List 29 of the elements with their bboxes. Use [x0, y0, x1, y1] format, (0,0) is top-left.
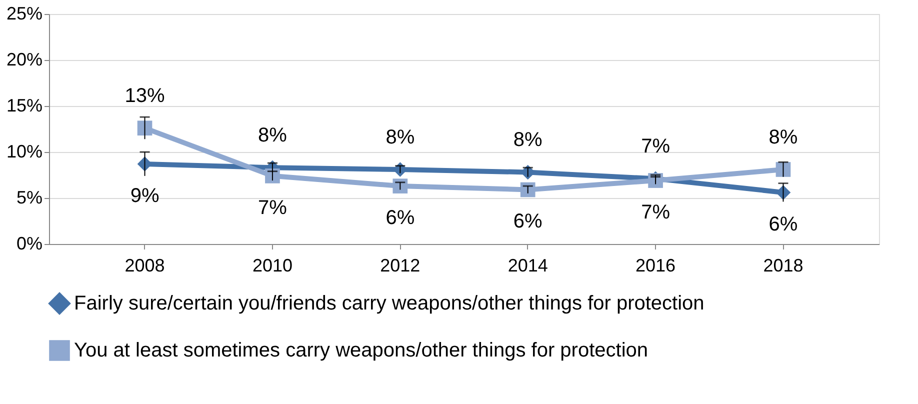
y-tick-label: 20%	[6, 50, 42, 70]
y-tick-label: 5%	[16, 188, 42, 208]
point	[137, 120, 152, 136]
point	[520, 182, 536, 198]
data-label: 8%	[513, 129, 543, 152]
x-tick-label: 2016	[636, 256, 676, 276]
x-tick-label: 2012	[380, 256, 420, 276]
x-tick-label: 2018	[763, 256, 804, 276]
data-label: 6%	[386, 207, 415, 230]
x-tick-label: 2010	[252, 256, 292, 276]
legend-label: Fairly sure/certain you/friends carry weapons/other things for protection	[74, 292, 704, 314]
point	[392, 178, 408, 194]
data-label: 6%	[768, 213, 798, 236]
data-label: 6%	[513, 210, 543, 233]
data-label: 7%	[641, 202, 670, 224]
x-tick-label: 2008	[124, 256, 165, 276]
data-label: 8%	[768, 126, 798, 148]
data-label: 7%	[258, 196, 288, 219]
data-label: 8%	[386, 126, 415, 148]
x-tick-label: 2014	[508, 256, 548, 276]
data-label: 7%	[641, 136, 670, 158]
y-tick-label: 0%	[16, 234, 42, 254]
data-label: 8%	[258, 124, 288, 147]
y-tick-label: 25%	[6, 4, 42, 24]
data-label: 9%	[130, 184, 160, 207]
y-tick-label: 10%	[6, 142, 42, 162]
y-tick-label: 15%	[6, 96, 42, 116]
data-label: 13%	[124, 85, 165, 108]
legend-label: You at least sometimes carry weapons/other things for protection	[74, 340, 648, 362]
